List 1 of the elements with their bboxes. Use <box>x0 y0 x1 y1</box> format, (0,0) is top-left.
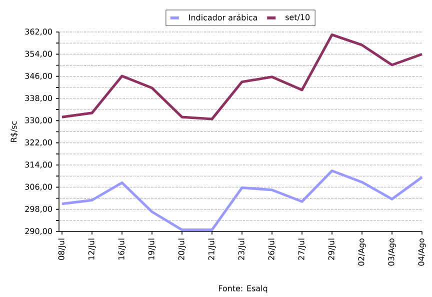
line-series <box>60 33 424 120</box>
